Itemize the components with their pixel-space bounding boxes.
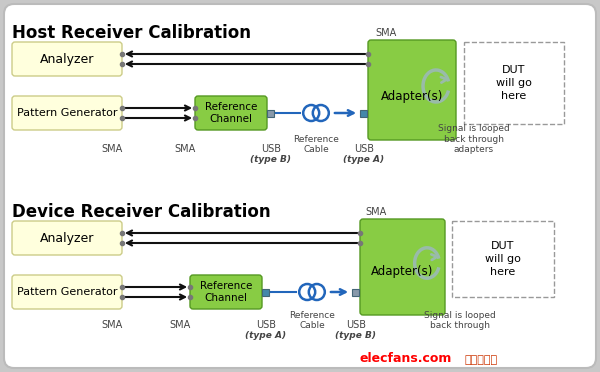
Text: SMA: SMA [101, 144, 122, 154]
Bar [464, 42, 564, 124]
FancyBboxPatch shape [12, 221, 122, 255]
Text: USB: USB [261, 144, 281, 154]
Text: Reference
Channel: Reference Channel [205, 102, 257, 124]
Text: USB: USB [256, 320, 276, 330]
Text: (type B): (type B) [335, 331, 377, 340]
Text: SMA: SMA [169, 320, 191, 330]
Text: DUT
will go
here: DUT will go here [485, 241, 521, 277]
Text: Reference
Cable: Reference Cable [289, 311, 335, 330]
Text: (type A): (type A) [343, 155, 385, 164]
FancyBboxPatch shape [12, 42, 122, 76]
FancyBboxPatch shape [190, 275, 262, 309]
Text: Analyzer: Analyzer [40, 52, 94, 65]
Bar [262, 289, 269, 295]
Text: USB: USB [346, 320, 366, 330]
Text: Adapter(s): Adapter(s) [381, 90, 443, 103]
Text: SMA: SMA [376, 28, 397, 38]
Bar [452, 221, 554, 297]
Text: SMA: SMA [175, 144, 196, 154]
Text: Adapter(s): Adapter(s) [371, 266, 434, 279]
Text: SMA: SMA [101, 320, 122, 330]
Text: SMA: SMA [365, 207, 386, 217]
Text: Signal is looped
back through: Signal is looped back through [424, 311, 496, 330]
Bar [352, 289, 359, 295]
Text: 电子发烧友: 电子发烧友 [465, 355, 498, 365]
Text: Analyzer: Analyzer [40, 231, 94, 244]
Text: Reference
Channel: Reference Channel [200, 281, 252, 303]
Text: USB: USB [354, 144, 374, 154]
FancyBboxPatch shape [4, 4, 596, 368]
Bar [268, 109, 274, 116]
FancyBboxPatch shape [12, 275, 122, 309]
Bar [361, 109, 367, 116]
Text: (type A): (type A) [245, 331, 287, 340]
Text: Device Receiver Calibration: Device Receiver Calibration [12, 203, 271, 221]
Text: Pattern Generator: Pattern Generator [17, 287, 117, 297]
FancyBboxPatch shape [368, 40, 456, 140]
Text: (type B): (type B) [250, 155, 292, 164]
Text: elecfans.com: elecfans.com [360, 352, 452, 365]
FancyBboxPatch shape [195, 96, 267, 130]
Text: Signal is looped
back through
adapters: Signal is looped back through adapters [438, 124, 510, 154]
Text: Reference
Cable: Reference Cable [293, 135, 339, 154]
FancyBboxPatch shape [360, 219, 445, 315]
FancyBboxPatch shape [12, 96, 122, 130]
Text: DUT
will go
here: DUT will go here [496, 65, 532, 101]
Text: Host Receiver Calibration: Host Receiver Calibration [12, 24, 251, 42]
Text: Pattern Generator: Pattern Generator [17, 108, 117, 118]
